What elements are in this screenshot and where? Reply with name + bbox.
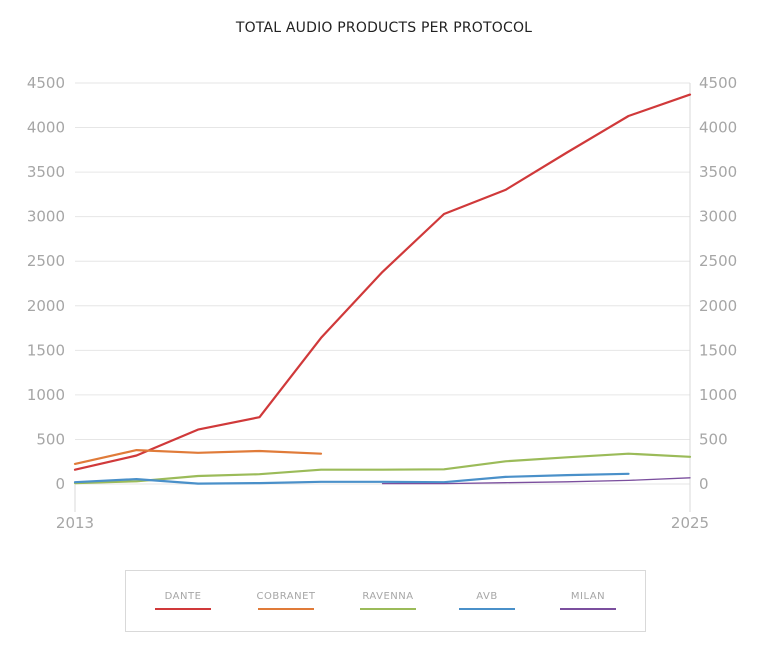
legend-item-cobranet: COBRANET <box>246 591 326 610</box>
legend-swatch <box>360 608 416 610</box>
secondary-y-tick-label: 2000 <box>699 297 737 315</box>
secondary-y-tick-label: 0 <box>699 475 709 493</box>
y-tick-label: 2000 <box>27 297 65 315</box>
series-lines <box>73 93 692 485</box>
gridlines <box>75 82 690 485</box>
secondary-y-tick-label: 500 <box>699 430 728 448</box>
legend-label: RAVENNA <box>362 591 414 602</box>
legend-label: MILAN <box>570 591 606 602</box>
y-tick-label: 3500 <box>27 163 65 181</box>
x-tick-label: 2013 <box>56 514 94 532</box>
secondary-y-tick-label: 1500 <box>699 341 737 359</box>
legend-item-avb: AVB <box>447 591 527 610</box>
y-tick-label: 2500 <box>27 252 65 270</box>
legend-swatch <box>155 608 211 610</box>
x-tick-label: 2025 <box>671 514 709 532</box>
ravenna-series-line <box>73 452 692 485</box>
secondary-y-tick-label: 2500 <box>699 252 737 270</box>
y-tick-label: 1500 <box>27 341 65 359</box>
secondary-y-tick-label: 4500 <box>699 74 737 92</box>
cobranet-series-line <box>73 449 323 465</box>
y-tick-label: 1000 <box>27 386 65 404</box>
legend: DANTE COBRANET RAVENNA AVB MILAN <box>125 570 646 632</box>
legend-swatch <box>459 608 515 610</box>
y-tick-label: 4000 <box>27 119 65 137</box>
legend-item-dante: DANTE <box>143 591 223 610</box>
legend-swatch <box>560 608 616 610</box>
legend-label: COBRANET <box>256 591 316 602</box>
legend-item-milan: MILAN <box>548 591 628 610</box>
y-tick-label: 4500 <box>27 74 65 92</box>
secondary-y-tick-label: 4000 <box>699 119 737 137</box>
y-tick-label: 3000 <box>27 208 65 226</box>
legend-item-ravenna: RAVENNA <box>348 591 428 610</box>
legend-swatch <box>258 608 314 610</box>
secondary-y-tick-label: 3500 <box>699 163 737 181</box>
secondary-y-tick-label: 3000 <box>699 208 737 226</box>
secondary-y-tick-label: 1000 <box>699 386 737 404</box>
y-tick-label: 500 <box>36 430 65 448</box>
chart-title: TOTAL AUDIO PRODUCTS PER PROTOCOL <box>235 20 533 36</box>
legend-label: AVB <box>476 591 498 602</box>
y-tick-label: 0 <box>55 475 65 493</box>
legend-label: DANTE <box>164 591 202 602</box>
dante-series-line <box>73 93 692 471</box>
avb-series-line <box>73 472 630 485</box>
milan-series-line <box>381 477 691 485</box>
axes: 0 500 1000 1500 2000 2500 3000 3500 4000 4500 0 500… <box>27 74 737 532</box>
